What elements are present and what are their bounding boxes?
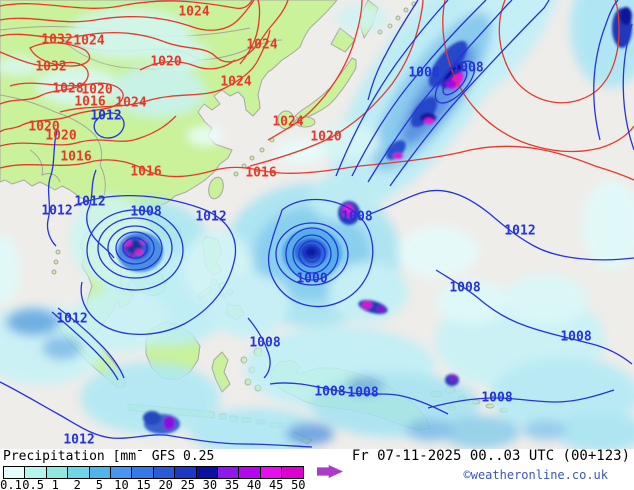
pressure-label: 1016 <box>130 165 161 180</box>
legend-title: Precipitation [mm¯ GFS 0.25 <box>3 449 215 464</box>
legend-segment <box>217 467 240 478</box>
pressure-label: 1008 <box>481 391 512 406</box>
legend-tick-label: 0.5 <box>22 478 44 490</box>
pressure-label: 1008 <box>560 330 591 345</box>
pressure-label: 1008 <box>341 210 372 225</box>
pressure-label: 1032 <box>35 60 66 75</box>
pressure-label: 1020 <box>150 55 181 70</box>
pressure-label: 1012 <box>74 195 105 210</box>
legend-tick-label: 20 <box>158 478 173 490</box>
pressure-label: 1008 <box>249 336 280 351</box>
pressure-label: 1008 <box>130 205 161 220</box>
pressure-label: 1012 <box>41 204 72 219</box>
isobars-red <box>0 0 634 181</box>
pressure-label: 1008 <box>452 61 483 76</box>
scale-tick-labels: 0.1 0.5 1 2 5 10 15 20 25 30 35 40 45 50 <box>0 478 340 490</box>
legend-tick-label: 1 <box>51 478 59 490</box>
scale-arrow-icon <box>317 465 343 478</box>
pressure-label: 1008 <box>314 385 345 400</box>
pressure-label: 1012 <box>90 109 121 124</box>
legend-segment <box>89 467 111 478</box>
legend-segment <box>46 467 69 478</box>
legend-tick-label: 45 <box>268 478 284 490</box>
pressure-label: 1024 <box>178 5 209 20</box>
legend-tick-label: 15 <box>136 478 151 490</box>
pressure-label: 1008 <box>408 66 439 81</box>
legend-segment <box>110 467 133 478</box>
pressure-label: 1020 <box>81 83 112 98</box>
legend-segment <box>4 467 26 478</box>
legend-tick-label: 25 <box>180 478 196 490</box>
pressure-label: 1024 <box>115 96 146 111</box>
legend-segment <box>68 467 90 478</box>
pressure-label: 1000 <box>296 272 327 287</box>
legend-segment <box>175 467 197 478</box>
pressure-label: 1016 <box>74 95 105 110</box>
pressure-label: 1016 <box>60 150 91 165</box>
isobars-blue <box>0 0 634 448</box>
pressure-label: 1020 <box>28 120 59 135</box>
copyright-credit: ©weatheronline.co.uk <box>463 468 609 482</box>
precipitation-color-scale <box>3 466 305 479</box>
legend-segment <box>132 467 154 478</box>
pressure-label: 1020 <box>310 130 341 145</box>
legend-tick-label: 0.1 <box>0 478 22 490</box>
legend-segment <box>239 467 261 478</box>
pressure-label: 1012 <box>63 433 94 448</box>
pressure-label: 1024 <box>246 38 277 53</box>
pressure-label: 1024 <box>73 34 104 49</box>
legend-segment <box>282 467 304 478</box>
pressure-label: 1008 <box>449 281 480 296</box>
pressure-label: 1016 <box>245 166 276 181</box>
pressure-label: 1012 <box>504 224 535 239</box>
legend-tick-label: 5 <box>95 478 104 490</box>
pressure-label: 1020 <box>45 129 76 144</box>
legend-tick-label: 2 <box>73 478 81 490</box>
pressure-label: 1012 <box>56 312 87 327</box>
legend-tick-label: 50 <box>291 478 306 490</box>
legend-tick-label: 40 <box>246 478 262 490</box>
legend-segment <box>196 467 218 478</box>
legend-tick-label: 10 <box>114 478 129 490</box>
pressure-label: 1008 <box>347 386 378 401</box>
legend-segment <box>153 467 176 478</box>
pressure-label: 1028 <box>52 82 83 97</box>
pressure-label: 1032 <box>41 33 72 48</box>
precipitation-cores <box>117 7 632 434</box>
pressure-label: 1024 <box>272 115 303 130</box>
pressure-label: 1024 <box>220 75 251 90</box>
legend-tick-label: 30 <box>202 478 218 490</box>
legend-segment <box>25 467 47 478</box>
legend-tick-label: 35 <box>224 478 240 490</box>
forecast-datetime: Fr 07-11-2025 00..03 UTC (00+123) <box>351 448 630 464</box>
legend-segment <box>260 467 283 478</box>
pressure-label: 1012 <box>195 210 226 225</box>
